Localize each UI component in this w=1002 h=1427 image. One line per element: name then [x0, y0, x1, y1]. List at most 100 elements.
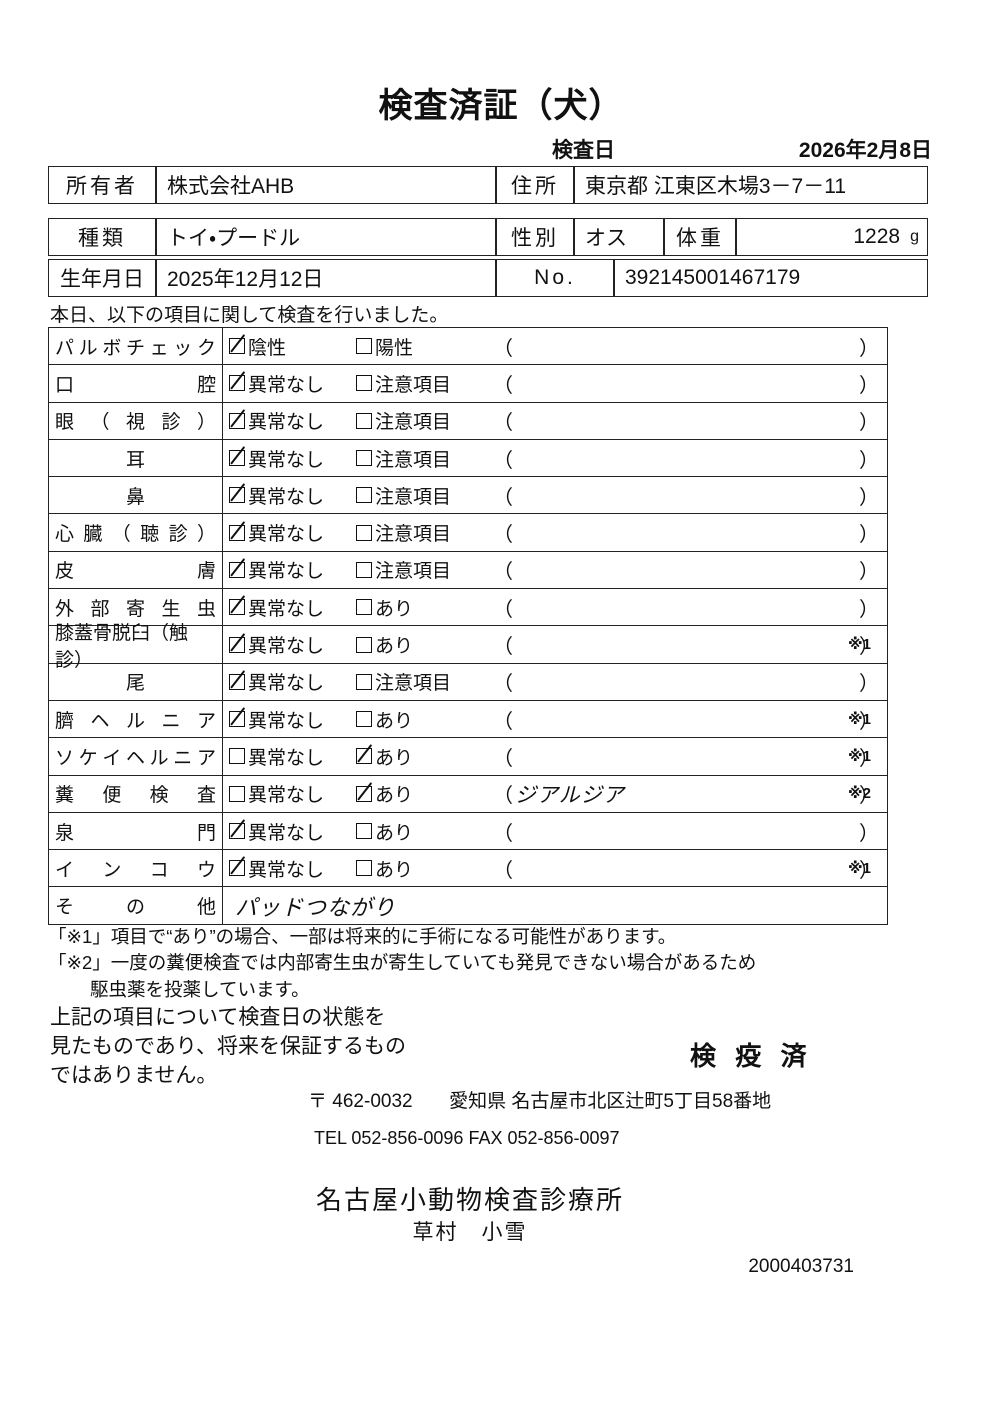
checkbox-label: あり — [375, 822, 414, 844]
footnote-marker: ※1 — [848, 859, 871, 877]
checkbox-option-1[interactable]: 異常なし — [229, 738, 324, 774]
checkbox-option-2[interactable]: あり — [356, 738, 413, 774]
checkbox-option-1[interactable]: 異常なし — [229, 664, 324, 700]
checkbox-icon[interactable] — [356, 412, 372, 429]
checkbox-icon[interactable] — [356, 860, 372, 877]
checkbox-option-1[interactable]: 異常なし — [229, 514, 324, 550]
checked-checkbox-icon[interactable] — [229, 860, 245, 877]
checkbox-option-1[interactable]: 異常なし — [229, 701, 324, 737]
checkbox-option-2[interactable]: あり — [356, 626, 413, 662]
checked-checkbox-icon[interactable] — [356, 785, 372, 802]
checked-checkbox-icon[interactable] — [229, 375, 245, 392]
checklist-row: パルボチェック 陰性 陽性 （ ） — [49, 328, 887, 366]
checklist-row-label: 口腔 — [49, 365, 223, 402]
checkbox-option-2[interactable]: 注意項目 — [356, 365, 451, 401]
checkbox-option-1[interactable]: 異常なし — [229, 477, 324, 513]
checkbox-option-1[interactable]: 異常なし — [229, 440, 324, 476]
checklist-row-label: パルボチェック — [49, 328, 223, 365]
checked-checkbox-icon[interactable] — [229, 487, 245, 504]
checkbox-label: 異常なし — [248, 486, 325, 508]
checkbox-option-1[interactable]: 異常なし — [229, 589, 324, 625]
checkbox-icon[interactable] — [356, 673, 372, 690]
footnote-marker: ※1 — [848, 710, 871, 728]
checkbox-label: 注意項目 — [375, 374, 452, 396]
checkbox-icon[interactable] — [356, 599, 372, 616]
remark-paren-close: ） — [859, 524, 879, 547]
checkbox-option-1[interactable]: 異常なし — [229, 552, 324, 588]
checklist-row: 泉門 異常なし あり （ ） — [49, 812, 887, 851]
checkbox-option-1[interactable]: 異常なし — [229, 813, 324, 849]
checkbox-icon[interactable] — [356, 450, 372, 467]
remark-paren-close: ） — [859, 859, 879, 882]
checkbox-icon[interactable] — [229, 748, 245, 765]
checkbox-option-2[interactable]: あり — [356, 589, 413, 625]
checked-checkbox-icon[interactable] — [229, 524, 245, 541]
checkbox-icon[interactable] — [356, 487, 372, 504]
checkbox-option-1[interactable]: 異常なし — [229, 850, 324, 886]
checkbox-option-1[interactable]: 異常なし — [229, 626, 324, 662]
checkbox-label: あり — [375, 859, 414, 881]
remark-paren-open: （ — [493, 859, 513, 882]
checkbox-option-1[interactable]: 異常なし — [229, 403, 324, 439]
checkbox-option-1[interactable]: 異常なし — [229, 365, 324, 401]
checkbox-label: 異常なし — [248, 822, 325, 844]
checkbox-option-2[interactable]: あり — [356, 701, 413, 737]
checkbox-option-1[interactable]: 陰性 — [229, 328, 286, 364]
header-row-birth: 生年月日 2025年12月12日 No. 392145001467179 — [48, 259, 928, 299]
checkbox-option-2[interactable]: 注意項目 — [356, 403, 451, 439]
checkbox-label: 注意項目 — [375, 524, 452, 546]
checkbox-label: 異常なし — [248, 412, 325, 434]
checked-checkbox-icon[interactable] — [229, 338, 245, 355]
checkbox-option-2[interactable]: 注意項目 — [356, 477, 451, 513]
checklist-row-label: インコウ — [49, 850, 223, 887]
checkbox-label: 注意項目 — [375, 449, 452, 471]
checkbox-icon[interactable] — [356, 636, 372, 653]
checked-checkbox-icon[interactable] — [229, 412, 245, 429]
checklist-row-label: 外部寄生虫 — [49, 589, 223, 626]
breed-value: トイ・プードル — [156, 218, 496, 256]
remark-paren-close: ） — [859, 636, 879, 659]
checkbox-option-2[interactable]: 注意項目 — [356, 440, 451, 476]
checkbox-label: 異常なし — [248, 747, 325, 769]
checked-checkbox-icon[interactable] — [229, 450, 245, 467]
exam-date-label: 検査日 — [552, 139, 615, 162]
disclaimer-line-1: 上記の項目について検査日の状態を — [50, 1006, 386, 1029]
checkbox-icon[interactable] — [356, 338, 372, 355]
checkbox-icon[interactable] — [356, 561, 372, 578]
footnote-marker: ※1 — [848, 747, 871, 765]
checklist-row: 眼（視診） 異常なし 注意項目 （ ） — [49, 402, 887, 440]
checkbox-icon[interactable] — [356, 823, 372, 839]
clinic-address: 愛知県 名古屋市北区辻町5丁目58番地 — [449, 1091, 772, 1112]
checked-checkbox-icon[interactable] — [229, 673, 245, 690]
remark-paren-open: （ — [493, 710, 513, 733]
remark-paren-close: ） — [859, 598, 879, 621]
remark-paren-open: （ — [493, 449, 513, 472]
checked-checkbox-icon[interactable] — [229, 711, 245, 728]
checkbox-icon[interactable] — [229, 785, 245, 802]
disclaimer-line-3: ではありません。 — [50, 1063, 218, 1087]
checkbox-option-2[interactable]: 注意項目 — [356, 664, 451, 700]
exam-date-value: 2026年2月8日 — [798, 139, 932, 162]
checkbox-label: 異常なし — [248, 710, 325, 732]
checkbox-option-2[interactable]: あり — [356, 850, 413, 886]
checked-checkbox-icon[interactable] — [229, 599, 245, 616]
checkbox-label: 陰性 — [248, 337, 287, 359]
address-label: 住所 — [496, 166, 574, 204]
checkbox-option-2[interactable]: 注意項目 — [356, 514, 451, 550]
checkbox-icon[interactable] — [356, 524, 372, 541]
remark-paren-close: ） — [859, 561, 879, 584]
checkbox-icon[interactable] — [356, 711, 372, 728]
checked-checkbox-icon[interactable] — [229, 636, 245, 653]
checkbox-option-2[interactable]: 注意項目 — [356, 552, 451, 588]
checklist-row: 尾 異常なし 注意項目 （ ） — [49, 663, 887, 701]
checkbox-option-1[interactable]: 異常なし — [229, 776, 324, 812]
checkbox-option-2[interactable]: あり — [356, 776, 413, 812]
checked-checkbox-icon[interactable] — [229, 823, 245, 839]
checkbox-option-2[interactable]: あり — [356, 813, 413, 849]
checkbox-label: 異常なし — [248, 524, 325, 546]
checkbox-option-2[interactable]: 陽性 — [356, 328, 413, 364]
disclaimer: 上記の項目について検査日の状態を 見たものであり、将来を保証するもの ではありま… — [50, 1004, 406, 1091]
checked-checkbox-icon[interactable] — [356, 748, 372, 765]
checked-checkbox-icon[interactable] — [229, 561, 245, 578]
checkbox-icon[interactable] — [356, 375, 372, 392]
